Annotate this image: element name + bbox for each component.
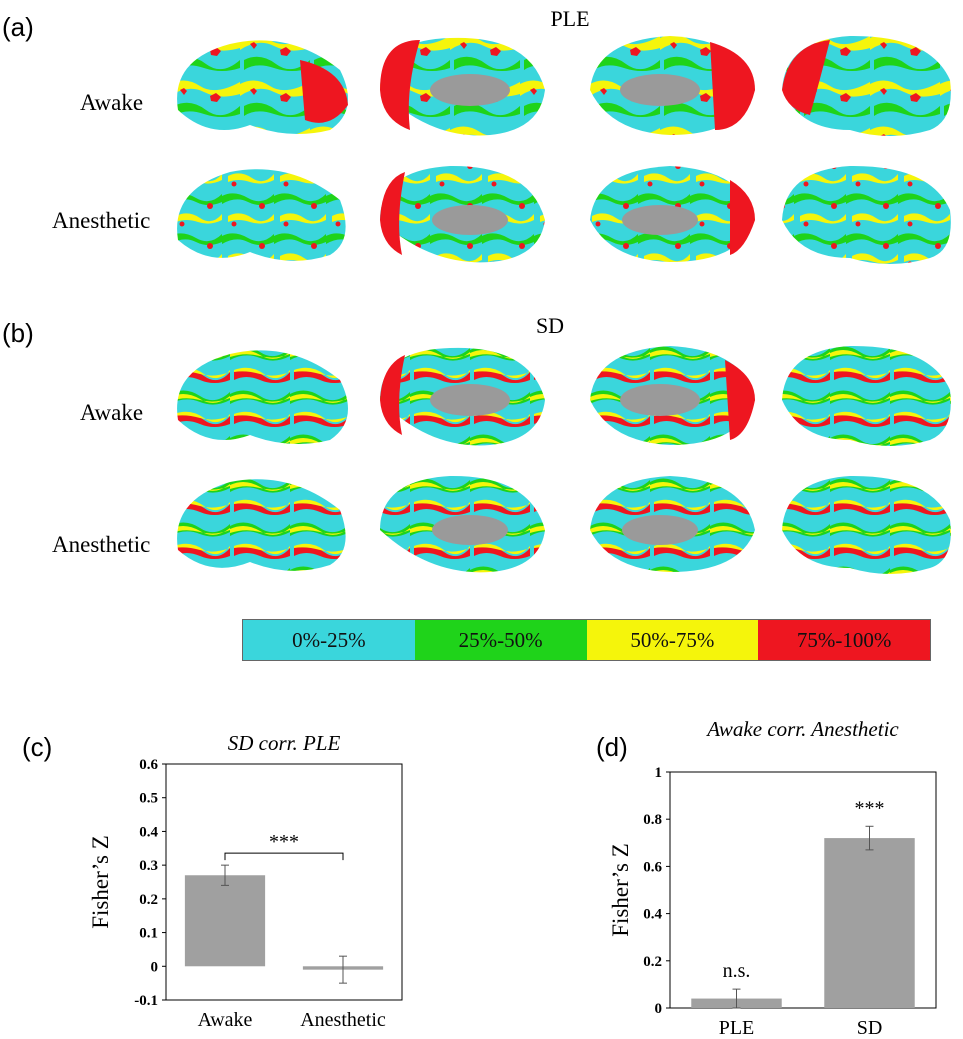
panel-c-letter: (c)	[22, 732, 53, 762]
legend-cell-0-25: 0%-25%	[243, 620, 415, 660]
y-tick-label: 0.6	[139, 757, 158, 773]
bar-sd	[824, 838, 915, 1008]
panel-b-row-anesthetic-label: Anesthetic	[52, 532, 151, 557]
brain-ple-anesthetic-left-medial-icon	[380, 165, 545, 263]
brain-sd-awake-left-medial-icon	[380, 347, 545, 446]
chart-title: SD corr. PLE	[228, 731, 341, 755]
brain-ple-anesthetic-right-lateral-icon	[782, 165, 951, 264]
significance-bracket	[224, 852, 344, 861]
y-tick-label: 1	[655, 765, 663, 781]
legend-label: 75%-100%	[796, 627, 892, 652]
y-tick-label: 0.4	[643, 907, 662, 923]
panel-a-title: PLE	[550, 6, 590, 31]
legend-label: 0%-25%	[292, 627, 366, 652]
legend-label: 50%-75%	[630, 627, 715, 652]
panel-b-letter: (b)	[2, 318, 34, 348]
y-tick-label: 0.3	[139, 858, 158, 874]
brain-ple-anesthetic-right-medial-icon	[590, 166, 755, 262]
brain-ple-awake-right-medial-icon	[590, 36, 755, 135]
brain-ple-anesthetic-left-lateral-icon	[177, 169, 346, 261]
y-tick-label: 0	[151, 959, 159, 975]
brain-sd-awake-right-medial-icon	[590, 346, 755, 445]
panel-a-row-anesthetic-label: Anesthetic	[52, 208, 151, 233]
plot-frame	[165, 763, 403, 1001]
brain-sd-awake-right-lateral-icon	[782, 345, 951, 446]
significance-label: ***	[269, 831, 299, 853]
panel-d-letter: (d)	[596, 732, 628, 762]
bar-significance-label: n.s.	[723, 960, 751, 982]
legend-cell-25-50: 25%-50%	[414, 620, 587, 660]
panel-a-letter: (a)	[2, 12, 34, 42]
panel-b-title: SD	[535, 313, 565, 338]
brain-ple-awake-left-medial-icon	[380, 37, 545, 136]
legend-label: 25%-50%	[458, 627, 543, 652]
y-tick-label: 0.6	[643, 859, 662, 875]
chart-sd-corr-ple: SD corr. PLE Fisher’s Z 0.6 0.5 0.4 0.3 0.2 0.1…	[88, 731, 403, 1031]
bar-awake	[184, 875, 266, 967]
x-tick-label: Awake	[198, 1009, 253, 1031]
brain-ple-awake-right-lateral-icon	[782, 35, 951, 137]
x-tick-label: PLE	[719, 1017, 755, 1035]
brain-ple-awake-left-lateral-icon	[177, 40, 348, 134]
brain-sd-anesthetic-left-lateral-icon	[177, 479, 346, 571]
y-tick-label: 0	[655, 1001, 663, 1017]
legend-cell-50-75: 50%-75%	[586, 620, 759, 660]
y-tick-label: 0.4	[139, 824, 158, 840]
panel-a-row-awake-label: Awake	[80, 90, 144, 115]
color-legend: 0%-25% 25%-50% 50%-75% 75%-100%	[242, 619, 931, 661]
y-tick-label: 0.5	[139, 791, 158, 807]
panel-b-row-awake-label: Awake	[80, 400, 144, 425]
chart-awake-corr-anesthetic: Awake corr. Anesthetic Fisher’s Z 1 0.8 0.6 0…	[608, 717, 937, 1035]
x-tick-label: Anesthetic	[300, 1009, 386, 1031]
panel-b-brain-maps	[177, 345, 951, 574]
y-tick-label: 0.8	[643, 812, 662, 828]
bar-significance-label: ***	[855, 797, 885, 819]
y-axis-label: Fisher’s Z	[608, 843, 633, 937]
panel-a-brain-maps	[177, 35, 951, 264]
brain-sd-anesthetic-right-medial-icon	[590, 476, 755, 572]
y-axis-label: Fisher’s Z	[88, 835, 113, 929]
legend-cell-75-100: 75%-100%	[758, 620, 930, 660]
brain-sd-anesthetic-right-lateral-icon	[782, 475, 951, 574]
brain-sd-awake-left-lateral-icon	[177, 350, 348, 444]
y-tick-label: 0.2	[139, 892, 158, 908]
y-tick-label: -0.1	[134, 993, 158, 1009]
x-tick-label: SD	[857, 1017, 883, 1035]
y-tick-label: 0.1	[139, 926, 158, 942]
chart-title: Awake corr. Anesthetic	[705, 717, 899, 741]
y-tick-label: 0.2	[643, 954, 662, 970]
plot-frame	[669, 771, 937, 1009]
brain-sd-anesthetic-left-medial-icon	[380, 475, 545, 573]
